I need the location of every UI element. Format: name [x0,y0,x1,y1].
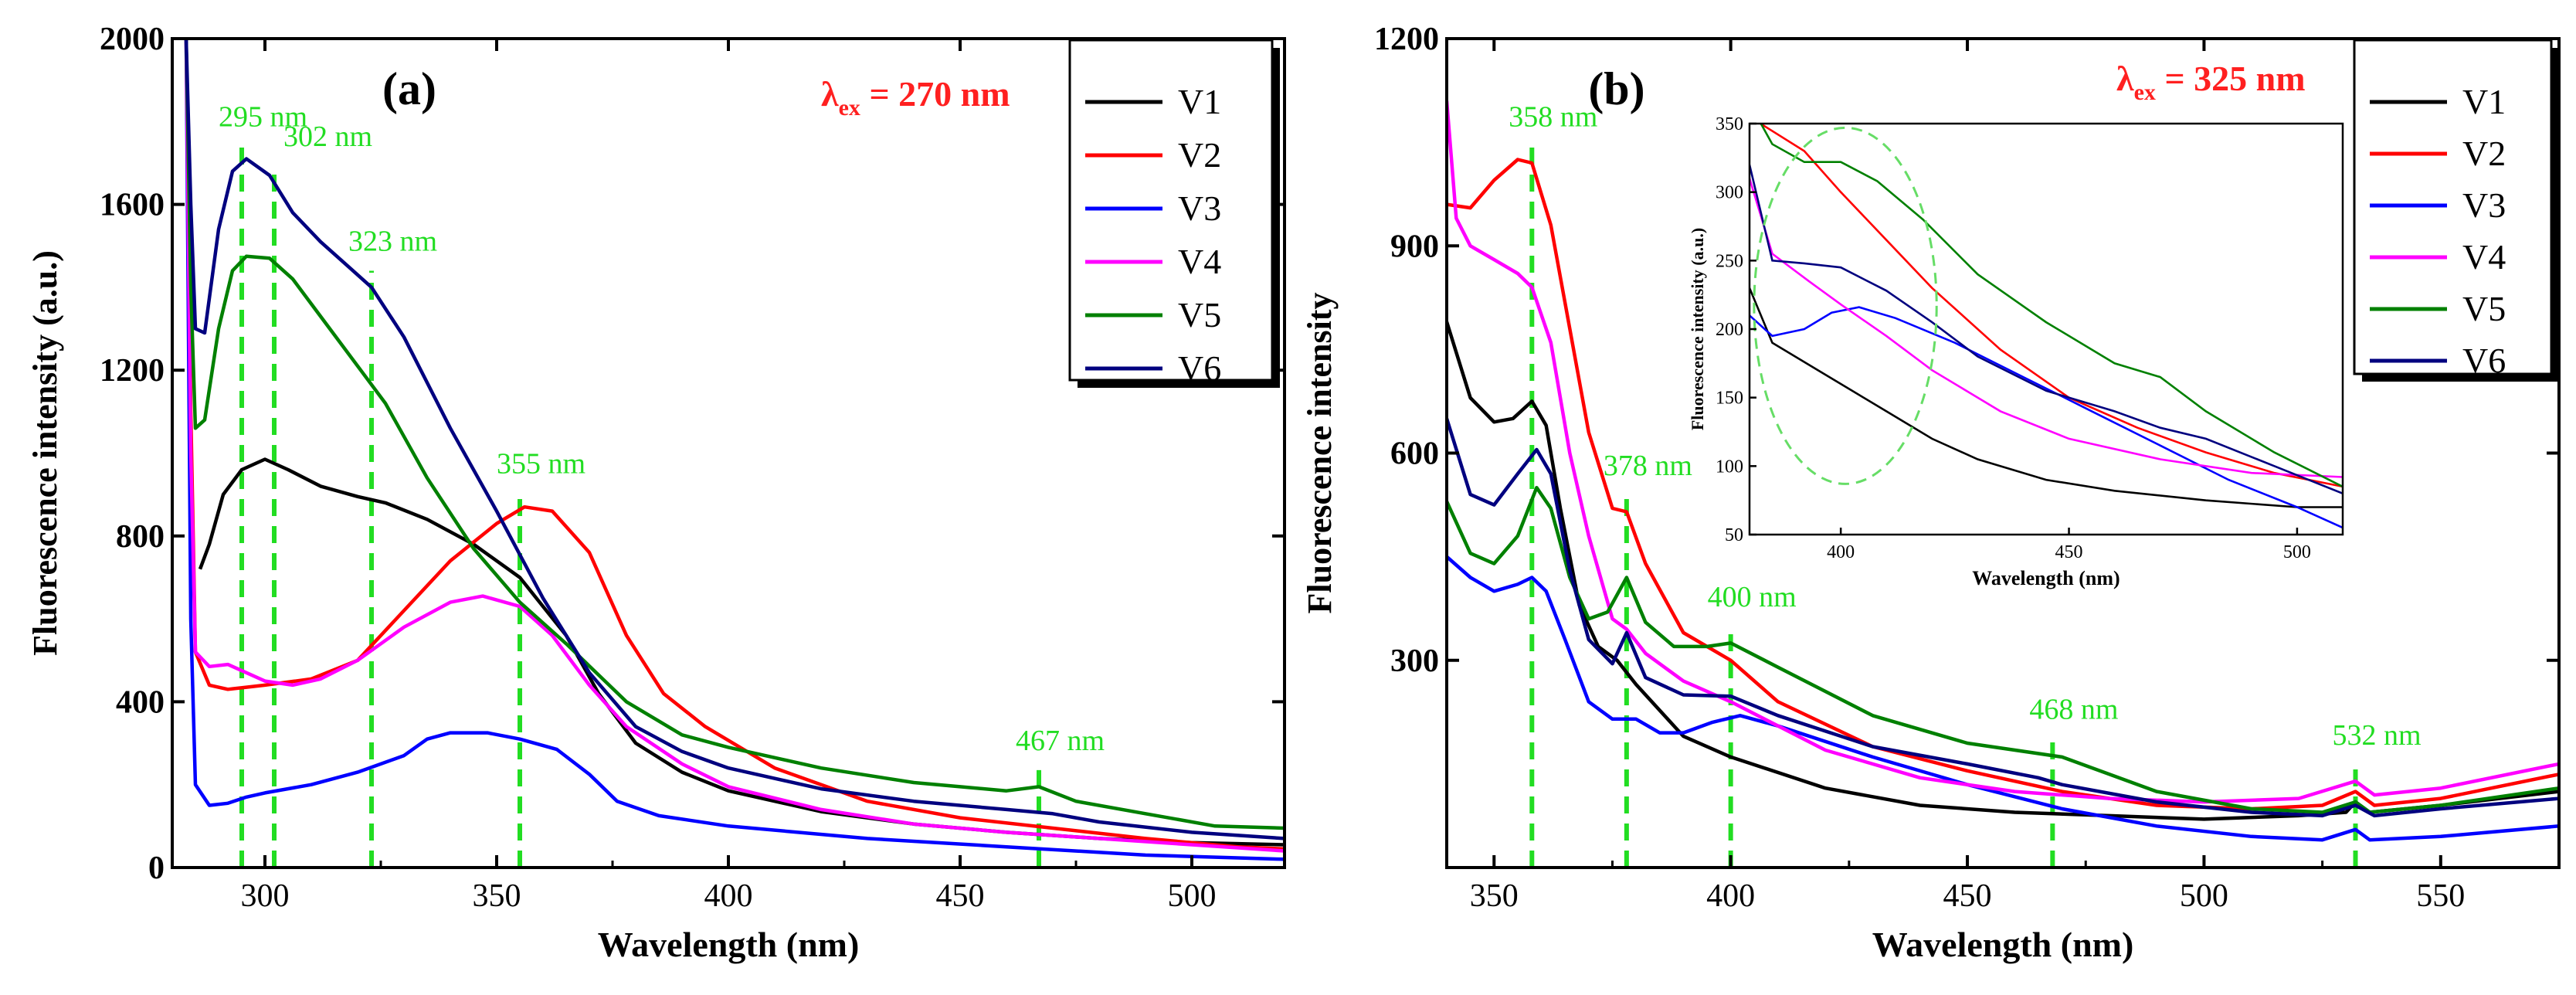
inset-y-tick-label: 350 [1716,114,1743,134]
x-tick-label: 300 [241,878,290,914]
x-tick-label: 350 [1470,878,1519,914]
inset-y-tick-label: 250 [1716,251,1743,271]
series-line-v6 [1447,418,2559,818]
x-tick-label: 400 [1706,878,1755,914]
y-tick-label: 1600 [100,188,165,223]
legend-entry-v4: V4 [1178,242,1221,281]
inset-x-axis-label: Wavelength (nm) [1972,567,2120,589]
excitation-label: λex = 270 nm [821,74,1010,121]
x-tick-label: 500 [2180,878,2228,914]
y-tick-label: 300 [1390,644,1439,679]
excitation-subscript: ex [839,95,860,121]
x-tick-label: 400 [704,878,753,914]
legend-entry-v1: V1 [1178,82,1221,121]
series-line-v4 [1447,100,2559,804]
y-tick-label: 0 [148,851,165,886]
y-tick-label: 1200 [100,353,165,389]
peak-annotation-label: 355 nm [497,447,585,480]
legend-entry-v4: V4 [2462,237,2506,277]
peak-annotation-label: 467 nm [1016,725,1105,757]
inset-y-tick-label: 100 [1716,457,1743,477]
series-line-v3 [184,39,1285,861]
x-axis-label: Wavelength (nm) [1872,925,2134,964]
legend-entry-v1: V1 [2462,82,2506,121]
inset-x-tick-label: 500 [2283,542,2311,562]
peak-annotation-label: 532 nm [2333,719,2422,752]
series-line-v1 [1447,321,2559,821]
inset-y-tick-label: 150 [1716,389,1743,409]
series-line-v2 [184,39,1285,851]
y-tick-label: 900 [1390,229,1439,264]
peak-annotation-label: 302 nm [283,121,372,153]
panel-label: (b) [1588,63,1644,114]
peak-annotation-label: 358 nm [1509,100,1597,133]
legend-entry-v5: V5 [1178,295,1221,334]
series-line-v5 [184,39,1285,830]
peak-annotation-label: 468 nm [2029,694,2118,726]
excitation-value: = 325 nm [2156,59,2306,98]
excitation-value: = 270 nm [860,74,1010,114]
y-axis-label: Fluorescence intensity (a.u.) [26,250,64,656]
inset-y-tick-label: 300 [1716,183,1743,203]
x-tick-label: 450 [936,878,985,914]
inset-y-tick-label: 50 [1725,525,1743,545]
y-tick-label: 2000 [100,22,165,57]
peak-annotation-label: 295 nm [219,100,307,133]
inset-highlight-ellipse [1753,126,1938,485]
legend-entry-v3: V3 [1178,188,1221,228]
inset-chart: 400 450 500 50 100 150 200 250 300 350 Wavelength … [1688,114,2344,589]
panel-b: 358 nm 378 nm 400 nm 468 nm 532 nm 350 400 450 5… [1301,22,2561,964]
excitation-label: λex = 325 nm [2116,59,2306,105]
legend-entry-v6: V6 [1178,348,1221,388]
inset-background [1750,124,2343,535]
legend-entry-v2: V2 [1178,135,1221,175]
inset-series-line-v1 [1750,287,2343,508]
peak-annotation-label: 378 nm [1604,450,1692,482]
legend-entry-v6: V6 [2462,341,2506,380]
inset-series-group [1750,124,2343,529]
y-axis-label: Fluorescence intensity [1301,293,1339,614]
inset-series-line-v5 [1760,124,2343,488]
series-line-v6 [184,39,1285,840]
legend-entry-v2: V2 [2462,134,2506,173]
excitation-symbol: λ [2116,59,2134,98]
x-tick-label: 500 [1168,878,1217,914]
excitation-symbol: λ [821,74,839,114]
x-tick-label: 450 [1943,878,1992,914]
inset-x-tick-label: 450 [2055,542,2083,562]
series-line-v4 [184,39,1285,853]
peak-annotation-label: 323 nm [348,225,437,257]
series-line-v1 [198,457,1285,847]
excitation-subscript: ex [2134,80,2156,105]
y-tick-label: 800 [116,519,165,555]
series-group [1447,100,2559,842]
series-group [184,39,1285,861]
series-line-v3 [1447,555,2559,842]
panel-label: (a) [382,63,436,114]
inset-series-line-v2 [1758,124,2343,488]
x-axis-label: Wavelength (nm) [598,925,860,964]
legend-entry-v3: V3 [2462,185,2506,225]
peak-annotation-label: 400 nm [1708,581,1797,613]
legend-entry-v5: V5 [2462,289,2506,328]
inset-x-tick-label: 400 [1827,542,1855,562]
y-tick-label: 600 [1390,436,1439,472]
inset-y-axis-label: Fluorescence intensity (a.u.) [1688,228,1707,430]
x-tick-label: 550 [2416,878,2465,914]
inset-series-line-v6 [1750,164,2343,495]
y-tick-label: 1200 [1374,22,1439,57]
series-line-v5 [1447,485,2559,814]
inset-series-line-v4 [1750,178,2343,478]
y-tick-label: 400 [116,684,165,720]
x-tick-label: 350 [473,878,521,914]
inset-y-tick-label: 200 [1716,320,1743,340]
inset-series-line-v3 [1750,306,2343,529]
